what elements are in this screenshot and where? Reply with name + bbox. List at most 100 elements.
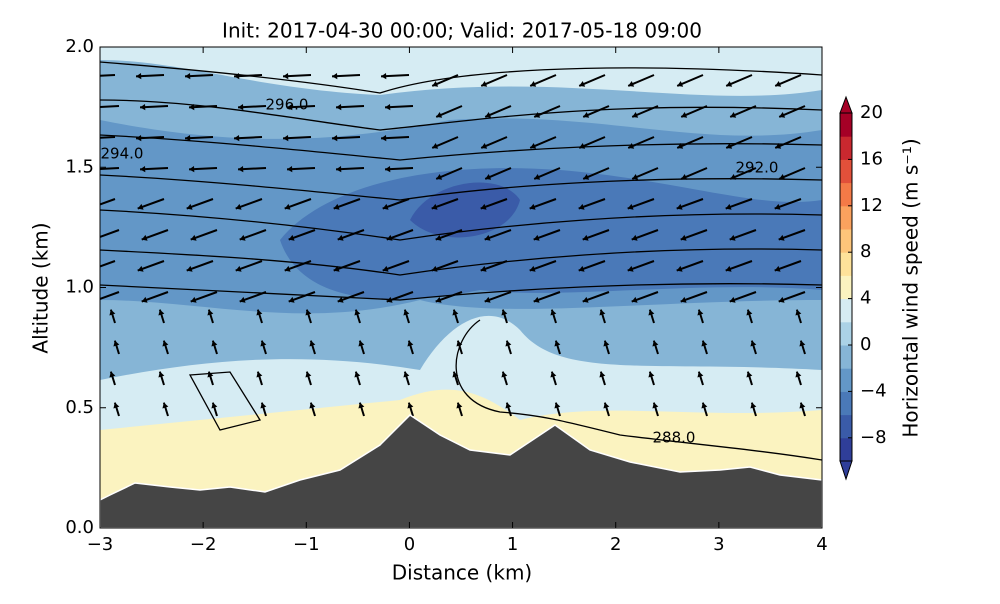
wind-arrow-head — [484, 234, 491, 241]
wind-arrow-head — [746, 371, 753, 378]
wind-arrow-head — [631, 234, 638, 241]
colorbar-tick-label: 20 — [860, 102, 883, 123]
wind-arrow-head — [239, 296, 246, 303]
wind-arrow-head — [162, 340, 169, 347]
wind-arrow-head — [358, 402, 365, 409]
wind-arrow-head — [632, 174, 639, 180]
wind-arrow-head — [533, 296, 540, 303]
wind-arrow-head — [140, 104, 146, 111]
colorbar-swatch — [840, 113, 852, 137]
wind-arrow-head — [238, 104, 244, 111]
wind-arrow-head — [435, 296, 442, 303]
wind-arrow-head — [632, 112, 639, 118]
colorbar-tick-label: −8 — [860, 427, 887, 448]
wind-arrow-head — [382, 203, 389, 210]
wind-arrow-head — [87, 73, 92, 79]
colorbar-swatch — [840, 229, 852, 253]
wind-arrow-head — [207, 309, 214, 316]
wind-arrow-head — [480, 265, 487, 272]
wind-arrow-head — [779, 112, 786, 118]
wind-arrow-head — [207, 371, 214, 378]
wind-arrow-head — [162, 402, 169, 409]
wind-arrow-head — [432, 81, 439, 87]
wind-arrow-head — [283, 135, 289, 142]
wind-arrow — [100, 167, 120, 170]
wind-arrow-head — [185, 73, 191, 80]
wind-arrows — [87, 73, 806, 417]
colorbar-tick-label: 0 — [860, 334, 871, 355]
wind-arrow-head — [750, 402, 757, 409]
wind-arrow-head — [189, 166, 195, 173]
wind-arrow-head — [109, 309, 116, 316]
wind-arrow-head — [287, 166, 293, 173]
wind-arrow-head — [530, 81, 537, 87]
wind-arrow-head — [456, 402, 463, 409]
wind-arrow-head — [485, 174, 492, 180]
wind-arrow-head — [583, 112, 590, 118]
wind-arrow-head — [337, 234, 344, 241]
wind-arrow-head — [680, 296, 687, 303]
wind-arrow-head — [746, 309, 753, 316]
wind-arrow-head — [627, 203, 634, 210]
wind-arrow-head — [599, 371, 606, 378]
wind-arrow-head — [599, 309, 606, 316]
wind-arrow-head — [431, 265, 438, 272]
colorbar-swatch — [840, 252, 852, 276]
wind-arrow-head — [680, 234, 687, 241]
wind-arrow-head — [652, 340, 659, 347]
wind-arrow-head — [141, 234, 148, 241]
wind-arrow-head — [530, 143, 537, 149]
wind-arrow-head — [778, 234, 785, 241]
wind-arrow-head — [332, 135, 338, 142]
x-tick-label: 4 — [816, 534, 827, 555]
wind-arrow-head — [337, 296, 344, 303]
x-tick-label: 2 — [610, 534, 621, 555]
wind-arrow-head — [676, 203, 683, 210]
wind-arrow-head — [578, 265, 585, 272]
wind-arrow — [100, 136, 116, 139]
wind-arrow-head — [750, 340, 757, 347]
wind-arrow-head — [386, 234, 393, 241]
wind-arrow-head — [550, 371, 557, 378]
x-tick-label: 1 — [507, 534, 518, 555]
y-axis-label: Altitude (km) — [29, 222, 53, 353]
wind-arrow-head — [386, 296, 393, 303]
colorbar-tick-label: 16 — [860, 148, 883, 169]
wind-arrow-head — [652, 402, 659, 409]
wind-arrow-head — [354, 371, 361, 378]
wind-arrow-head — [407, 340, 414, 347]
wind-arrow-head — [697, 371, 704, 378]
wind-arrow-head — [431, 203, 438, 210]
wind-arrow-head — [309, 340, 316, 347]
wind-arrow-head — [730, 174, 737, 180]
wind-arrow-head — [795, 371, 802, 378]
x-tick-label: −3 — [87, 534, 114, 555]
wind-arrow-head — [190, 234, 197, 241]
colorbar-extend — [839, 460, 853, 481]
contour-label: 294.0 — [101, 145, 144, 163]
wind-arrow-head — [554, 340, 561, 347]
wind-arrow-head — [113, 340, 120, 347]
contour-label: 288.0 — [653, 429, 696, 447]
wind-arrow-head — [648, 309, 655, 316]
wind-arrow-head — [260, 402, 267, 409]
wind-arrow-head — [681, 112, 688, 118]
colorbar-swatch — [840, 391, 852, 416]
wind-arrow-head — [778, 296, 785, 303]
wind-arrow-head — [579, 81, 586, 87]
colorbar-swatch — [840, 345, 852, 369]
wind-arrow-head — [260, 340, 267, 347]
wind-arrow-head — [534, 174, 541, 180]
wind-arrow-head — [631, 296, 638, 303]
wind-arrow-head — [697, 309, 704, 316]
wind-arrow-head — [435, 234, 442, 241]
wind-arrow-head — [256, 371, 263, 378]
wind-arrow-head — [190, 296, 197, 303]
wind-arrow-head — [582, 296, 589, 303]
wind-arrow — [100, 74, 116, 77]
colorbar-swatch — [840, 414, 852, 439]
wind-arrow-head — [186, 203, 193, 210]
colorbar-frame — [839, 112, 853, 462]
wind-arrow-head — [436, 112, 443, 118]
